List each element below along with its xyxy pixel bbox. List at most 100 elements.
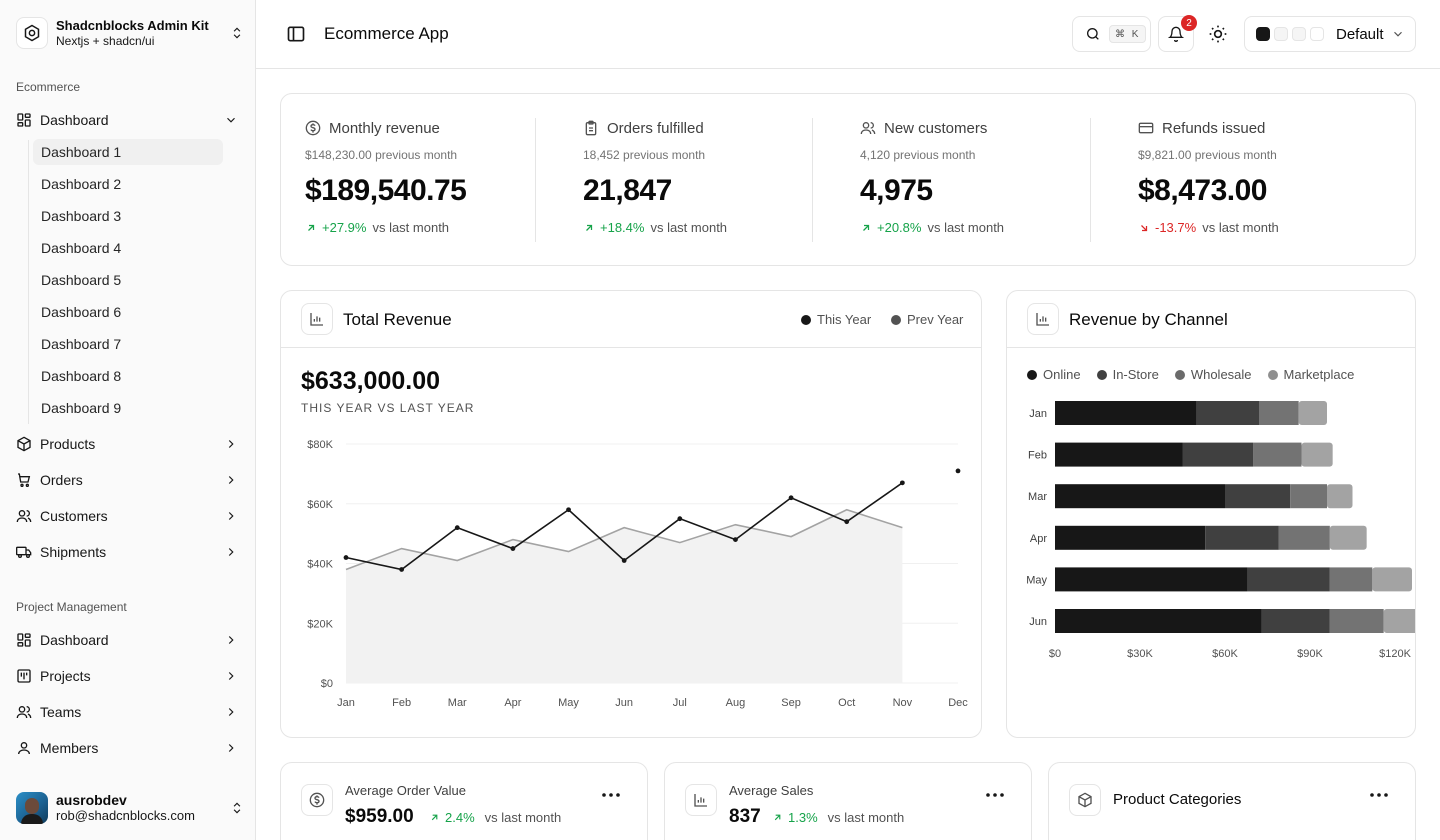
chevron-right-icon [228, 636, 234, 644]
more-options-icon[interactable] [599, 789, 623, 801]
x-tick-label: Apr [504, 697, 521, 709]
search-shortcut: ⌘ K [1109, 25, 1147, 43]
sidebar-subitem-dashboard-4[interactable]: Dashboard 4 [41, 240, 122, 256]
bar-segment [1055, 525, 1206, 550]
sidebar-subitem-dashboard-5[interactable]: Dashboard 5 [41, 272, 122, 288]
sidebar-item-products[interactable]: Products [12, 430, 244, 458]
chevron-right-icon [228, 672, 234, 680]
arrow-up-right-icon [774, 814, 781, 821]
y-tick-label: Jun [1029, 616, 1047, 628]
stat-change: +20.8% [877, 220, 922, 235]
stat-change: +18.4% [600, 220, 645, 235]
bar-segment [1329, 525, 1367, 550]
x-tick-label: Jul [673, 697, 687, 709]
chevrons-up-down-icon [233, 27, 241, 39]
sidebar-item-teams[interactable]: Teams [12, 698, 244, 726]
x-tick-label: Dec [948, 697, 968, 709]
stat-change-suffix: vs last month [927, 220, 1005, 235]
submenu-line [28, 140, 29, 424]
y-tick-label: $40K [307, 559, 333, 571]
legend-item: In-Store [1096, 367, 1159, 382]
legend-item: Wholesale [1174, 367, 1252, 382]
sidebar-toggle-icon[interactable] [286, 24, 306, 44]
revenue-total: $633,000.00 [301, 367, 441, 395]
sidebar-item-label: Shipments [40, 544, 107, 560]
brand-subtitle: Nextjs + shadcn/ui [56, 33, 155, 48]
users-icon [860, 122, 876, 135]
sidebar-subitem-dashboard-1[interactable]: Dashboard 1 [33, 139, 223, 165]
y-tick-label: $80K [307, 439, 333, 451]
prev-year-area [346, 509, 903, 683]
y-tick-label: $60K [307, 499, 333, 511]
sidebar-item-shipments[interactable]: Shipments [12, 538, 244, 566]
search-button[interactable]: ⌘ K [1072, 16, 1151, 52]
this-year-point [399, 567, 405, 572]
y-tick-label: Mar [1028, 491, 1047, 503]
theme-swatch [1292, 27, 1306, 41]
chevron-right-icon [228, 708, 234, 716]
this-year-point [788, 495, 794, 501]
package-icon [16, 436, 32, 452]
sidebar-subitem-dashboard-8[interactable]: Dashboard 8 [41, 368, 122, 384]
sun-icon[interactable] [1208, 24, 1228, 44]
dashboard-icon [16, 112, 32, 128]
sidebar-subitem-dashboard-7[interactable]: Dashboard 7 [41, 336, 122, 352]
cart-icon [16, 472, 32, 488]
sidebar-item-label: Teams [40, 704, 82, 720]
sidebar-item-projects[interactable]: Projects [12, 662, 244, 690]
arrow-up-right-icon [431, 814, 438, 821]
sidebar-item-pm-dashboard[interactable]: Dashboard [12, 626, 244, 654]
y-tick-label: Jan [1029, 408, 1047, 420]
theme-select[interactable]: Default [1244, 16, 1416, 52]
clipboard-icon [585, 120, 597, 136]
legend-label: In-Store [1112, 367, 1159, 382]
metric-change-suffix: vs last month [484, 810, 562, 825]
sidebar-subitem-dashboard-6[interactable]: Dashboard 6 [41, 304, 122, 320]
sidebar-item-members[interactable]: Members [12, 734, 244, 762]
sidebar-item-orders[interactable]: Orders [12, 466, 244, 494]
stat-change: -13.7% [1155, 220, 1197, 235]
notification-badge: 2 [1181, 15, 1197, 31]
user-menu[interactable]: ausrobdev rob@shadcnblocks.com [16, 790, 244, 826]
stat-change-suffix: vs last month [372, 220, 450, 235]
bar-segment [1182, 442, 1254, 467]
theme-swatch [1310, 27, 1324, 41]
y-tick-label: May [1026, 574, 1047, 586]
legend-dot [1027, 369, 1037, 380]
bar-segment [1383, 609, 1415, 633]
stat-monthly-revenue: Monthly revenue $148,230.00 previous mon… [305, 118, 535, 236]
legend-dot [1174, 369, 1185, 380]
legend-dot [1096, 369, 1107, 380]
sidebar-subitem-dashboard-9[interactable]: Dashboard 9 [41, 400, 122, 416]
more-options-icon[interactable] [983, 789, 1007, 801]
legend-prev-year: Prev Year [891, 312, 963, 327]
this-year-point [621, 558, 627, 563]
y-tick-label: Feb [1028, 450, 1047, 462]
this-year-point [343, 555, 349, 560]
metric-label: Average Order Value [345, 783, 466, 798]
metric-change: 2.4% [445, 810, 475, 825]
sidebar-item-customers[interactable]: Customers [12, 502, 244, 530]
legend-item: Online [1027, 367, 1081, 382]
sidebar-subitem-dashboard-2[interactable]: Dashboard 2 [41, 176, 122, 192]
x-tick-label: Feb [392, 697, 411, 709]
x-tick-label: $90K [1297, 648, 1323, 660]
sidebar-subitem-dashboard-3[interactable]: Dashboard 3 [41, 208, 122, 224]
notifications-button[interactable]: 2 [1158, 15, 1197, 52]
stat-value: $189,540.75 [305, 174, 467, 207]
group-label-project-management: Project Management [16, 600, 127, 614]
sidebar-item-label: Members [40, 740, 99, 756]
dollar-circle-icon [305, 120, 321, 136]
bar-segment [1329, 567, 1373, 592]
stat-label: New customers [884, 119, 988, 137]
legend-dot [1267, 369, 1278, 380]
kanban-icon [16, 668, 32, 684]
sidebar-item-dashboard[interactable]: Dashboard [12, 106, 244, 134]
more-options-icon[interactable] [1367, 789, 1391, 801]
brand-logo-icon [16, 17, 48, 49]
bar-segment [1278, 525, 1330, 550]
bar-chart-icon [301, 303, 333, 335]
stat-change-suffix: vs last month [1202, 220, 1279, 235]
brand-switcher[interactable]: Shadcnblocks Admin Kit Nextjs + shadcn/u… [16, 16, 244, 50]
bar-segment [1327, 484, 1353, 509]
